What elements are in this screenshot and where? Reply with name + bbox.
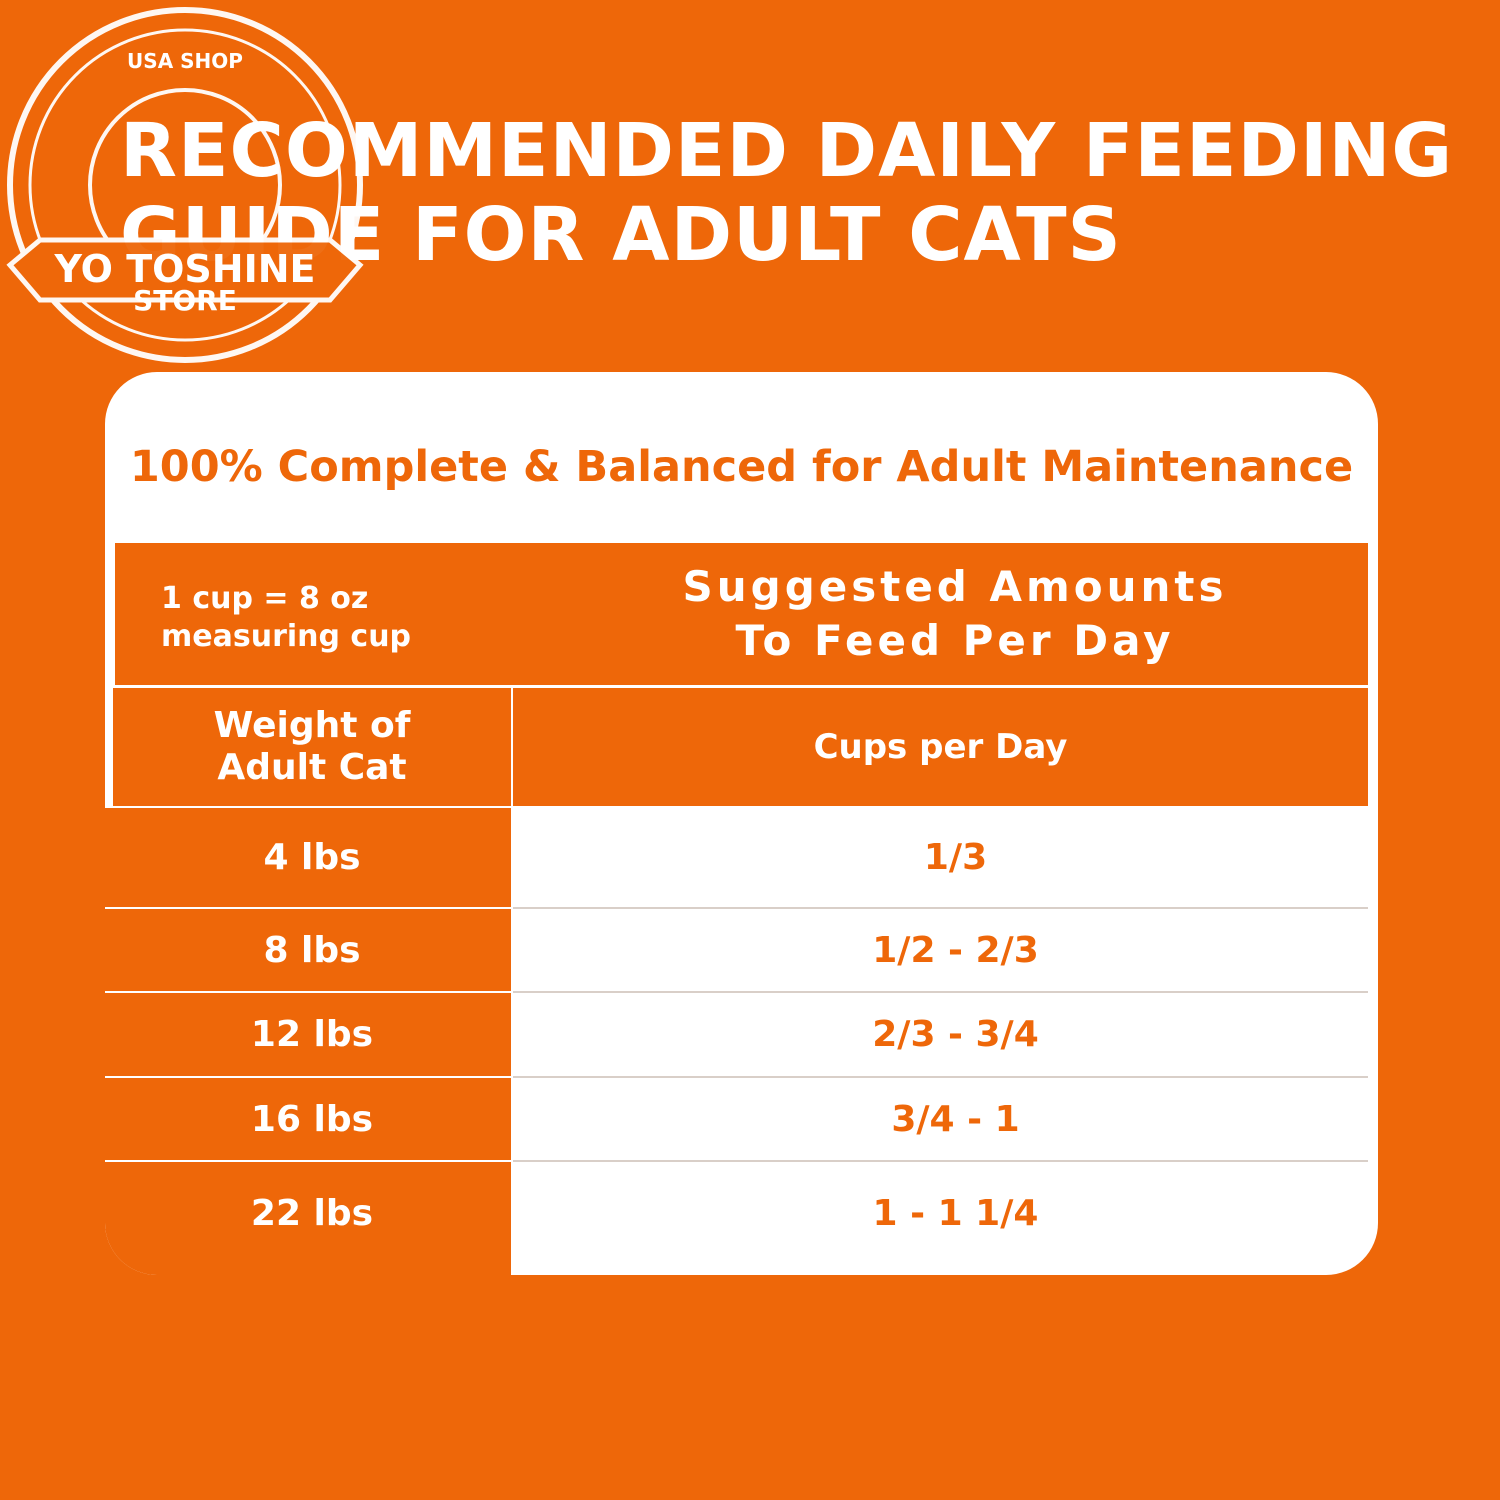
- watermark-text: YO TOSHINE: [54, 247, 316, 291]
- weight-cell: 12 lbs: [250, 1014, 374, 1055]
- cups-cell: 1/3: [923, 837, 988, 878]
- column-header-line: Adult Cat: [217, 747, 407, 788]
- card: 100% Complete & Balanced for Adult Maint…: [105, 372, 1378, 1275]
- row-line: [105, 1076, 511, 1078]
- header-line: Suggested Amounts: [682, 562, 1228, 611]
- weight-cell-bg: [105, 909, 511, 991]
- watermark-text: USA SHOP: [127, 49, 243, 73]
- table-header: Suggested Amounts To Feed Per Day: [545, 560, 1365, 668]
- row-line: [513, 1076, 1368, 1078]
- weight-cell-bg: [105, 993, 511, 1076]
- row-line: [513, 991, 1368, 993]
- note-line: measuring cup: [161, 619, 412, 654]
- row-line: [513, 1160, 1368, 1162]
- row-line: [105, 907, 511, 909]
- column-header: Cups per Day: [813, 727, 1068, 767]
- cups-cell: 2/3 - 3/4: [872, 1014, 1039, 1055]
- card-subtitle: 100% Complete & Balanced for Adult Maint…: [129, 442, 1354, 492]
- title-line: RECOMMENDED DAILY FEEDING: [120, 108, 1454, 194]
- divider: [511, 688, 513, 806]
- weight-cell: 22 lbs: [250, 1193, 374, 1234]
- weight-cell: 8 lbs: [263, 929, 361, 971]
- header-band: [115, 543, 1368, 685]
- header-line: To Feed Per Day: [735, 616, 1175, 665]
- weight-cell: 4 lbs: [263, 837, 361, 878]
- cups-cell: 1 - 1 1/4: [872, 1193, 1039, 1234]
- row-line: [105, 1160, 511, 1162]
- weight-cell: 16 lbs: [250, 1098, 374, 1140]
- weight-cell-bg: [105, 1078, 511, 1160]
- row-line: [105, 991, 511, 993]
- cups-cell: 1/2 - 2/3: [872, 929, 1039, 971]
- column-header: Weight of Adult Cat: [113, 688, 511, 806]
- watermark: USA SHOP YO TOSHINE STORE: [6, 7, 364, 363]
- weight-cell-bg: [105, 1162, 511, 1275]
- note: 1 cup = 8 oz measuring cup: [161, 580, 411, 656]
- column-header-band: [113, 688, 1368, 806]
- note-line: 1 cup = 8 oz: [161, 581, 369, 616]
- row-line: [513, 907, 1368, 909]
- column-header-line: Weight of: [213, 705, 411, 746]
- cups-cell: 3/4 - 1: [891, 1098, 1020, 1140]
- weight-cell-bg: [105, 808, 511, 907]
- watermark-text: STORE: [133, 284, 237, 317]
